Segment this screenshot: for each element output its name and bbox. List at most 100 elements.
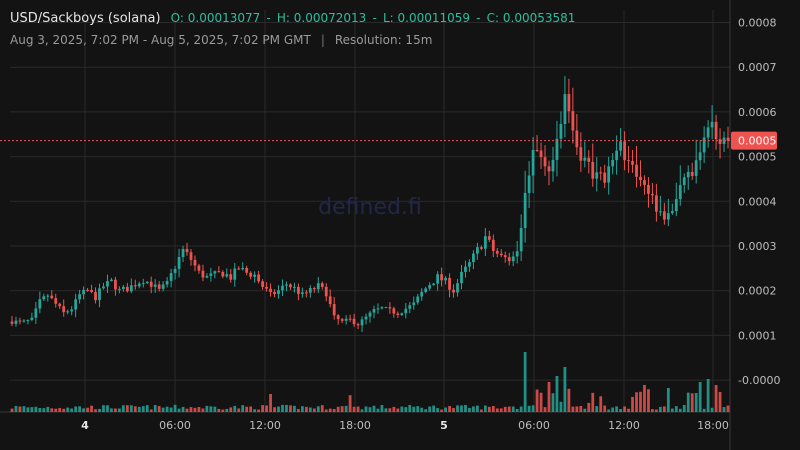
volume-bar bbox=[34, 406, 38, 412]
candle-body bbox=[229, 274, 233, 280]
volume-bar bbox=[579, 405, 583, 412]
candle-body bbox=[177, 257, 181, 269]
volume-bar bbox=[519, 406, 523, 412]
volume-bar bbox=[221, 409, 225, 412]
ohlc-low: L: 0.00011059 bbox=[382, 11, 471, 25]
candle-body bbox=[388, 307, 392, 309]
volume-bar bbox=[177, 408, 181, 412]
candle-body bbox=[133, 285, 137, 287]
candle-body bbox=[543, 157, 547, 167]
candle-body bbox=[336, 315, 340, 320]
price-tick-label: 0.0006 bbox=[738, 106, 777, 119]
time-tick-label: 5 bbox=[440, 419, 448, 432]
candle-body bbox=[324, 286, 328, 297]
candle-body bbox=[213, 271, 217, 274]
volume-bar bbox=[583, 408, 587, 412]
candle-body bbox=[165, 281, 169, 285]
candle-body bbox=[495, 250, 499, 254]
candle-body bbox=[360, 319, 364, 326]
candle-body bbox=[539, 150, 543, 158]
candle-body bbox=[82, 289, 85, 295]
candle-body bbox=[647, 184, 650, 194]
candle-body bbox=[281, 285, 284, 291]
price-tick-label: 0.0002 bbox=[738, 285, 777, 298]
volume-bar bbox=[559, 401, 563, 412]
symbol-title[interactable]: USD/Sackboys (solana) bbox=[10, 11, 161, 26]
candle-body bbox=[460, 271, 463, 284]
volume-bar bbox=[547, 382, 551, 412]
candle-body bbox=[686, 171, 690, 178]
volume-bar bbox=[662, 406, 666, 412]
candle-body bbox=[245, 267, 249, 273]
grid-lines bbox=[0, 0, 731, 450]
volume-bar bbox=[70, 408, 74, 412]
volume-bar bbox=[503, 406, 507, 412]
volume-bar bbox=[98, 408, 101, 412]
volume-bar bbox=[94, 409, 97, 412]
volume-bar bbox=[424, 409, 428, 412]
candle-body bbox=[297, 286, 300, 294]
candle-body bbox=[169, 273, 173, 282]
candle-body bbox=[666, 213, 670, 220]
chart-header: USD/Sackboys (solana) O: 0.00013077 - H:… bbox=[10, 11, 576, 26]
volume-bar bbox=[30, 407, 34, 412]
candle-body bbox=[694, 160, 698, 176]
volume-bar bbox=[603, 405, 607, 412]
candle-body bbox=[257, 274, 261, 282]
volume-bar bbox=[456, 405, 459, 412]
candle-body bbox=[623, 141, 626, 161]
volume-bar bbox=[173, 404, 177, 412]
volume-bar bbox=[388, 408, 392, 412]
volume-bar bbox=[694, 393, 698, 412]
candle-body bbox=[62, 306, 66, 313]
candle-body bbox=[591, 161, 595, 179]
volume-bar bbox=[718, 391, 722, 412]
volume-bar bbox=[86, 407, 89, 412]
volume-bar bbox=[567, 388, 571, 412]
volume-bar bbox=[722, 407, 726, 412]
volume-bar bbox=[62, 408, 66, 412]
volume-bar bbox=[26, 407, 30, 412]
volume-bar bbox=[587, 402, 591, 412]
candle-body bbox=[464, 266, 467, 272]
volume-bar bbox=[189, 407, 193, 412]
candle-body bbox=[106, 281, 109, 287]
volume-bar bbox=[344, 405, 348, 412]
volume-bar bbox=[241, 405, 245, 412]
volume-bar bbox=[245, 406, 249, 412]
volume-bar bbox=[619, 409, 622, 412]
candle-body bbox=[507, 257, 511, 262]
volume-bar bbox=[102, 405, 105, 412]
candle-body bbox=[304, 292, 308, 294]
candle-body bbox=[197, 265, 201, 271]
candle-body bbox=[535, 150, 539, 152]
price-tick-label: 0.0008 bbox=[738, 17, 777, 30]
volume-bar bbox=[495, 408, 499, 412]
volume-bar bbox=[468, 408, 471, 412]
volume-bar bbox=[265, 405, 268, 412]
volume-bars bbox=[10, 352, 730, 412]
candle-body bbox=[424, 288, 428, 292]
volume-bar bbox=[352, 406, 356, 412]
volume-bar bbox=[209, 406, 213, 412]
candle-body bbox=[293, 286, 296, 288]
candle-body bbox=[452, 289, 455, 293]
candle-body bbox=[289, 284, 292, 288]
date-range: Aug 3, 2025, 7:02 PM - Aug 5, 2025, 7:02… bbox=[10, 33, 311, 47]
candle-body bbox=[400, 313, 404, 315]
candle-body bbox=[571, 111, 575, 131]
volume-bar bbox=[197, 406, 201, 412]
candle-body bbox=[149, 281, 153, 287]
candle-body bbox=[444, 277, 447, 281]
volume-bar bbox=[153, 405, 157, 412]
volume-bar bbox=[18, 406, 22, 412]
volume-bar bbox=[137, 406, 141, 412]
volume-bar bbox=[145, 405, 149, 412]
candle-body bbox=[479, 247, 483, 249]
volume-bar bbox=[273, 407, 276, 412]
candle-body bbox=[209, 273, 213, 276]
resolution-selector[interactable]: Resolution: 15m bbox=[334, 33, 433, 47]
volume-bar bbox=[285, 404, 288, 412]
volume-bar bbox=[551, 393, 555, 412]
